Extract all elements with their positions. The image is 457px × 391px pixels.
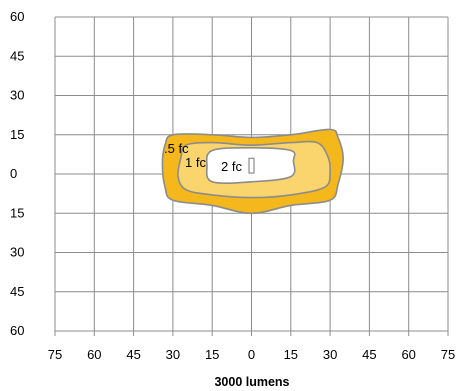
x-axis-label: 3000 lumens [214, 375, 289, 389]
x-tick-label: 30 [323, 347, 337, 362]
y-tick-label: 45 [10, 48, 24, 63]
x-tick-label: 60 [87, 347, 101, 362]
x-tick-label: 45 [362, 347, 376, 362]
fixture-icon [248, 157, 255, 174]
x-tick-label: 15 [205, 347, 219, 362]
x-tick-label: 15 [284, 347, 298, 362]
y-tick-label: 0 [10, 166, 17, 181]
x-tick-label: 45 [126, 347, 140, 362]
y-tick-label: 60 [10, 9, 24, 24]
y-tick-label: 15 [10, 127, 24, 142]
y-tick-label: 15 [10, 205, 24, 220]
x-tick-label: 30 [166, 347, 180, 362]
contour-labels: .5 fc1 fc 2 fc [164, 141, 242, 174]
contour-label: .5 fc [164, 141, 189, 156]
tick-labels: 75 60 45 30 15 0 15 30 45 60 75 60 45 30 15 0 15 30 45 60 [10, 9, 455, 362]
x-tick-label: 60 [401, 347, 415, 362]
x-tick-label: 75 [441, 347, 455, 362]
y-tick-label: 45 [10, 284, 24, 299]
y-tick-label: 30 [10, 245, 24, 260]
y-tick-label: 60 [10, 323, 24, 338]
y-tick-label: 30 [10, 88, 24, 103]
x-tick-label: 75 [48, 347, 62, 362]
contour-label: 1 fc [185, 155, 206, 170]
contour-fills [161, 128, 345, 215]
x-tick-label: 0 [248, 347, 255, 362]
contour-label: 2 fc [221, 159, 242, 174]
